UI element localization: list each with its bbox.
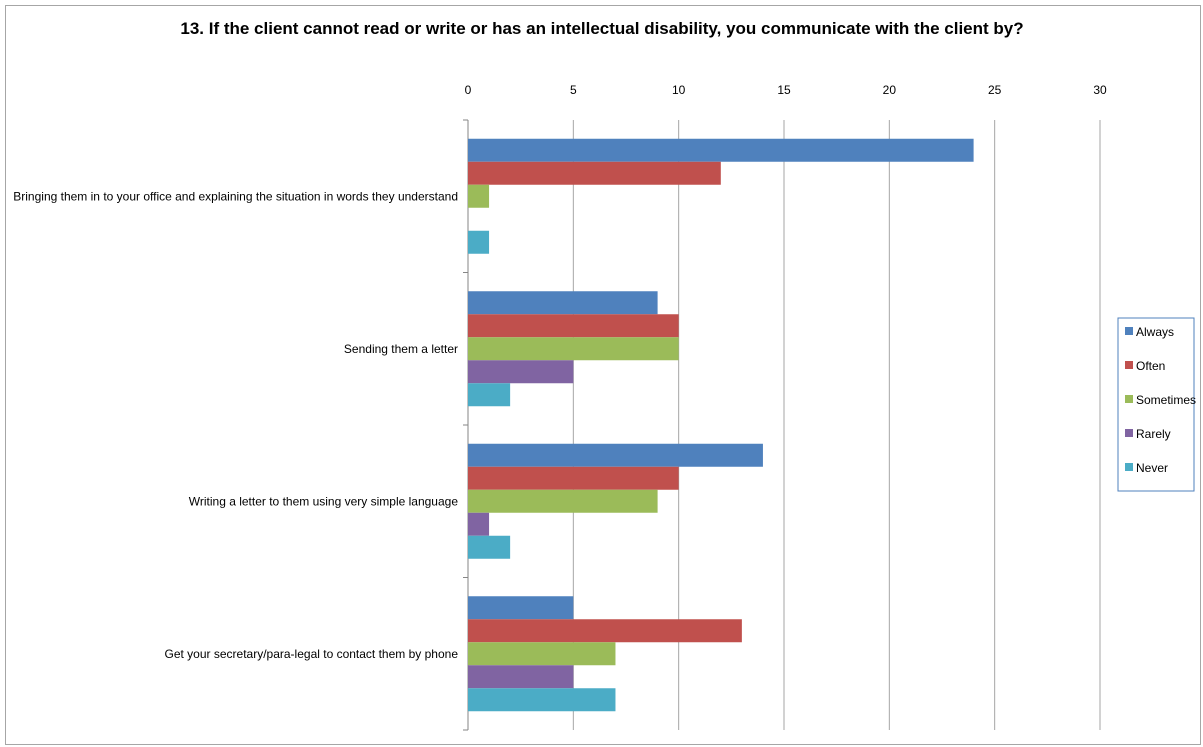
chart-title: 13. If the client cannot read or write o… xyxy=(180,19,1023,38)
legend-swatch-sometimes xyxy=(1125,395,1133,403)
legend: Always Often Sometimes Rarely Never xyxy=(1117,317,1196,492)
bar-rarely-3 xyxy=(468,665,574,689)
legend-swatch-rarely xyxy=(1125,429,1133,437)
bar-never-2 xyxy=(468,535,511,559)
x-tick-label: 0 xyxy=(465,83,472,97)
bar-sometimes-0 xyxy=(468,184,490,208)
legend-swatch-always xyxy=(1125,327,1133,335)
category-label: Sending them a letter xyxy=(344,342,458,356)
bar-always-0 xyxy=(468,138,974,162)
bar-often-2 xyxy=(468,466,679,490)
bar-often-3 xyxy=(468,619,742,643)
legend-swatch-never xyxy=(1125,463,1133,471)
x-tick-label: 30 xyxy=(1093,83,1107,97)
bar-sometimes-3 xyxy=(468,642,616,666)
bar-sometimes-1 xyxy=(468,337,679,361)
category-label: Writing a letter to them using very simp… xyxy=(189,494,459,508)
category-label: Bringing them in to your office and expl… xyxy=(13,189,458,203)
bar-often-0 xyxy=(468,161,721,185)
bar-always-3 xyxy=(468,596,574,620)
legend-box xyxy=(1117,317,1195,492)
x-axis-ticks: 0 5 10 15 20 25 30 xyxy=(465,83,1107,97)
legend-swatch-often xyxy=(1125,361,1133,369)
category-label: Get your secretary/para-legal to contact… xyxy=(165,647,459,661)
bar-never-0 xyxy=(468,230,490,254)
legend-label-rarely: Rarely xyxy=(1136,427,1171,441)
bar-always-2 xyxy=(468,443,763,467)
bar-rarely-1 xyxy=(468,360,574,384)
x-tick-label: 10 xyxy=(672,83,686,97)
x-tick-label: 5 xyxy=(570,83,577,97)
bar-sometimes-2 xyxy=(468,489,658,513)
x-tick-label: 25 xyxy=(988,83,1002,97)
bars xyxy=(468,138,974,712)
bar-never-1 xyxy=(468,383,511,407)
bar-rarely-2 xyxy=(468,512,490,536)
legend-label-sometimes: Sometimes xyxy=(1136,393,1196,407)
x-tick-label: 15 xyxy=(777,83,791,97)
bar-never-3 xyxy=(468,688,616,712)
legend-label-never: Never xyxy=(1136,461,1168,475)
x-tick-label: 20 xyxy=(883,83,897,97)
legend-label-always: Always xyxy=(1136,325,1174,339)
category-labels: Bringing them in to your office and expl… xyxy=(13,189,458,661)
legend-label-often: Often xyxy=(1136,359,1165,373)
bar-often-1 xyxy=(468,314,679,338)
bar-always-1 xyxy=(468,291,658,315)
